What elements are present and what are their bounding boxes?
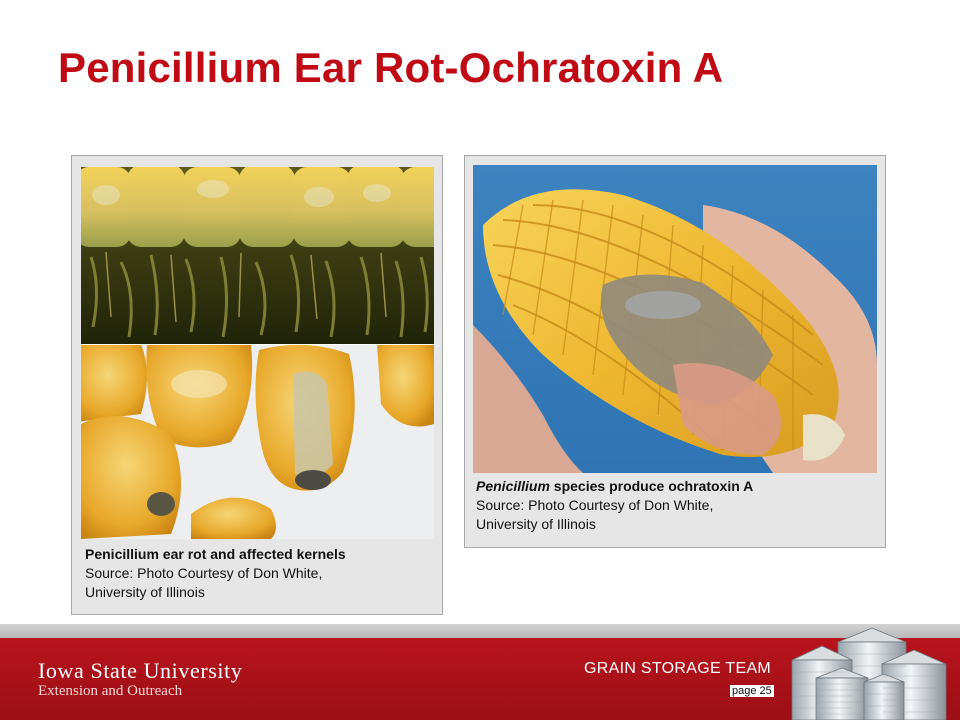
footer-divider	[0, 624, 960, 638]
page-number: page 25	[730, 685, 774, 697]
university-wordmark: Iowa State University	[38, 658, 243, 683]
affected-kernels-photo	[81, 344, 434, 539]
left-caption-institution: University of Illinois	[85, 584, 205, 600]
ear-rot-closeup-photo	[81, 167, 434, 344]
right-caption: Penicillium species produce ochratoxin A…	[476, 477, 881, 534]
right-caption-genus: Penicillium	[476, 478, 550, 494]
team-name: GRAIN STORAGE TEAM	[584, 660, 772, 677]
right-caption-title-rest: species produce ochratoxin A	[549, 478, 754, 494]
left-caption-title: Penicillium ear rot and affected kernels	[85, 546, 346, 562]
extension-wordmark: Extension and Outreach	[38, 683, 183, 699]
ochratoxin-ear-photo	[473, 165, 877, 473]
left-photo-panel: Penicillium ear rot and affected kernels…	[71, 155, 443, 615]
slide-title: Penicillium Ear Rot-Ochratoxin A	[58, 44, 724, 91]
left-caption: Penicillium ear rot and affected kernels…	[85, 545, 440, 602]
right-caption-source: Source: Photo Courtesy of Don White,	[476, 497, 714, 513]
left-caption-source: Source: Photo Courtesy of Don White,	[85, 565, 323, 581]
right-caption-title: Penicillium species produce ochratoxin A	[476, 477, 881, 496]
grain-bins-icon	[791, 627, 947, 720]
right-caption-institution: University of Illinois	[476, 516, 596, 532]
right-photo-panel: Penicillium species produce ochratoxin A…	[464, 155, 886, 548]
